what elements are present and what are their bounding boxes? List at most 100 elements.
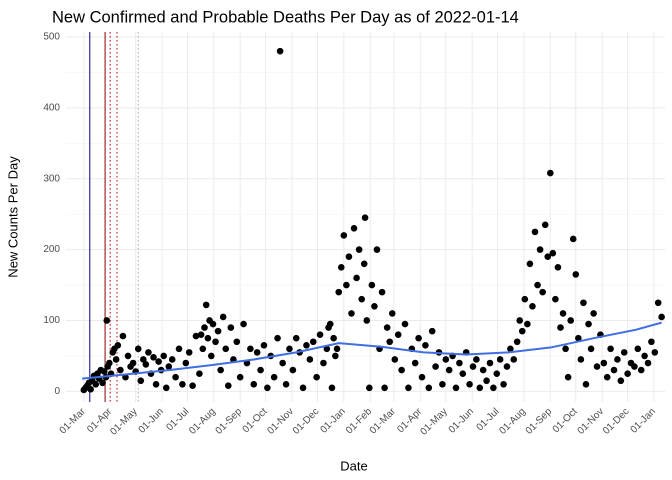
point — [264, 384, 271, 392]
point — [496, 356, 504, 363]
point — [282, 380, 290, 388]
point — [386, 338, 394, 346]
point — [572, 271, 580, 278]
point — [466, 380, 473, 388]
point — [309, 338, 317, 346]
point — [185, 349, 193, 356]
point — [129, 359, 137, 367]
point — [326, 320, 334, 328]
point — [348, 310, 355, 317]
x-tick-label: 01-Jan — [629, 406, 658, 435]
point — [345, 253, 353, 260]
point — [320, 359, 327, 367]
point — [155, 358, 162, 365]
point — [590, 310, 597, 317]
smooth-line — [82, 321, 662, 380]
point — [247, 345, 254, 353]
point — [549, 249, 557, 257]
point — [361, 214, 369, 222]
y-axis-title: New Counts Per Day — [5, 156, 20, 278]
point — [564, 373, 572, 381]
point — [340, 232, 348, 239]
point — [610, 366, 618, 374]
point — [114, 341, 122, 349]
point — [217, 366, 224, 374]
x-tick-label: 01-May — [108, 406, 139, 437]
point — [531, 228, 539, 236]
point — [197, 331, 205, 338]
point — [337, 264, 345, 271]
point — [541, 221, 549, 229]
point — [92, 380, 100, 388]
point — [201, 324, 208, 331]
point — [536, 246, 544, 253]
point — [332, 352, 339, 360]
point — [289, 366, 297, 374]
point — [292, 334, 300, 342]
point — [286, 345, 293, 353]
point — [518, 327, 526, 335]
point — [654, 299, 662, 307]
point — [439, 380, 446, 388]
point — [363, 317, 371, 324]
point — [415, 334, 422, 342]
point — [428, 327, 436, 335]
point — [276, 47, 284, 55]
point — [521, 295, 529, 303]
point — [172, 373, 179, 381]
point — [651, 349, 659, 356]
point — [539, 288, 546, 296]
point — [432, 363, 439, 370]
x-tick-label: 01-Dec — [601, 406, 632, 437]
x-tick-label: 01-Dec — [291, 406, 322, 437]
point — [371, 303, 378, 310]
point — [585, 320, 592, 328]
point — [575, 334, 582, 342]
x-tick-label: 01-Jun — [137, 406, 166, 435]
point — [189, 382, 196, 389]
point — [476, 384, 484, 392]
point — [212, 338, 219, 346]
point — [544, 253, 552, 260]
point — [142, 361, 150, 368]
x-tick-label: 01-Jan — [318, 406, 347, 435]
point — [456, 359, 463, 367]
point — [383, 324, 391, 331]
point — [165, 363, 173, 370]
y-tick-label: 400 — [43, 102, 60, 113]
point — [175, 345, 183, 353]
point — [580, 299, 587, 307]
point — [219, 313, 227, 321]
point — [593, 363, 601, 370]
y-tick-label: 100 — [43, 315, 60, 326]
point — [644, 359, 652, 367]
x-tick-label: 01-Aug — [497, 406, 528, 437]
point — [569, 235, 577, 243]
point — [192, 332, 200, 340]
point — [323, 345, 331, 353]
point — [614, 356, 621, 363]
point — [557, 324, 564, 331]
point — [562, 345, 569, 353]
point — [366, 384, 373, 392]
point — [168, 356, 176, 363]
point — [459, 370, 467, 377]
point — [112, 356, 120, 363]
point — [150, 354, 157, 361]
point — [381, 384, 388, 392]
point — [401, 320, 409, 328]
point — [257, 366, 264, 374]
point — [513, 338, 521, 346]
point — [398, 366, 405, 374]
point — [405, 384, 412, 392]
point — [641, 352, 648, 360]
x-tick-label: 01-Nov — [265, 406, 296, 437]
point — [567, 317, 574, 324]
point — [103, 317, 111, 324]
point — [355, 246, 363, 253]
point — [152, 380, 160, 388]
x-tick-label: 01-Mar — [368, 406, 399, 437]
point — [204, 334, 212, 342]
point — [106, 359, 113, 367]
x-tick-label: 01-May — [418, 406, 449, 437]
